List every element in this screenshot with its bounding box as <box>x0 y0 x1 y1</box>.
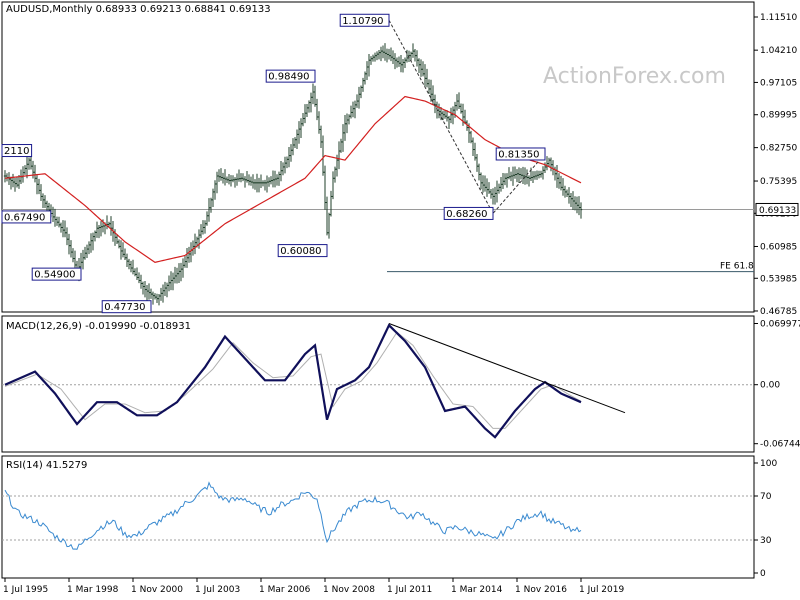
price-annotation-box <box>265 69 316 83</box>
price-annotation-box <box>495 147 546 161</box>
fe-level-label: FE 61.8 <box>720 262 754 272</box>
x-tick-label: 1 Nov 2008 <box>323 585 375 595</box>
macd-y-tick-label: -0.067448 <box>760 440 800 450</box>
price-y-tick-label: 0.53985 <box>760 274 797 284</box>
price-annotation: 0.60080 <box>277 244 328 258</box>
price-annotation-label: 0.98490 <box>268 72 309 83</box>
price-annotation-label: 0.47730 <box>104 302 145 313</box>
price-annotation-label: 2110 <box>4 146 29 157</box>
macd-y-tick-label: 0.00 <box>760 381 780 391</box>
current-price-badge <box>755 202 799 216</box>
macd-series-group <box>2 323 754 439</box>
watermark: ActionForex.com <box>543 64 726 89</box>
price-annotation: 0.54900 <box>31 267 82 281</box>
price-annotation: 0.81350 <box>495 147 546 161</box>
x-tick-label: 1 Jul 2011 <box>387 585 432 595</box>
x-tick-label: 1 Nov 2000 <box>131 585 183 595</box>
wave-dashed-line <box>388 20 546 215</box>
price-y-tick-label: 1.11510 <box>760 13 797 23</box>
rsi-y-tick-label: 100 <box>760 459 777 469</box>
price-annotation: 0.47730 <box>101 300 152 314</box>
price-panel <box>1 1 755 313</box>
macd-signal-line <box>4 331 582 429</box>
current-price-label: 0.69133 <box>759 206 796 216</box>
price-annotation-label: 0.54900 <box>34 270 75 281</box>
rsi-y-tick-label: 70 <box>760 492 772 502</box>
price-annotation: 0.68260 <box>443 206 494 220</box>
price-annotation-box <box>443 206 494 220</box>
price-annotation: 2110 <box>1 144 33 158</box>
price-annotation-label: 0.81350 <box>498 149 539 160</box>
price-y-tick-label: 0.60985 <box>760 242 797 252</box>
price-annotation: 0.98490 <box>265 69 316 83</box>
rsi-panel <box>1 455 755 579</box>
price-annotation-box <box>1 144 33 158</box>
x-tick-label: 1 Mar 1998 <box>67 585 119 595</box>
axes-group: 1.11510 1.04210 0.97105 0.89995 0.82750 0.753… <box>3 13 800 595</box>
x-tick-label: 1 Jul 2003 <box>195 585 240 595</box>
price-y-tick-label: 1.04210 <box>760 46 797 56</box>
price-annotation: 0.67490 <box>1 210 52 224</box>
macd-line <box>4 323 582 439</box>
price-annotation-label: 0.68260 <box>446 209 487 220</box>
x-tick-label: 1 Jul 1995 <box>3 585 48 595</box>
macd-label: MACD(12,26,9) -0.019990 -0.018931 <box>6 321 191 332</box>
price-series-group: FE 61.8 2110 0.67490 0.54900 0.47730 0.98490 0… <box>1 13 754 314</box>
price-annotation-box <box>1 210 52 224</box>
price-annotation-label: 1.10790 <box>342 16 383 27</box>
price-y-tick-label: 0.97105 <box>760 78 797 88</box>
price-annotation-box <box>101 300 152 314</box>
rsi-y-tick-label: 30 <box>760 536 772 546</box>
rsi-label: RSI(14) 41.5279 <box>6 460 87 471</box>
rsi-line <box>4 481 582 550</box>
rsi-series-group <box>2 481 754 550</box>
macd-y-tick-label: 0.069977 <box>760 319 800 329</box>
price-annotation-label: 0.67490 <box>4 212 45 223</box>
price-y-tick-label: 0.46785 <box>760 307 797 317</box>
price-y-tick-label: 0.82750 <box>760 144 797 154</box>
x-tick-label: 1 Nov 2016 <box>515 585 567 595</box>
price-annotation-box <box>277 244 328 258</box>
price-annotation-box <box>31 267 82 281</box>
price-annotation-label: 0.60080 <box>280 246 321 257</box>
price-annotation: 1.10790 <box>339 13 390 27</box>
x-tick-label: 1 Mar 2014 <box>451 585 503 595</box>
price-annotation-box <box>339 13 390 27</box>
symbol-header: AUDUSD,Monthly 0.68933 0.69213 0.68841 0… <box>6 4 271 15</box>
macd-trendline <box>388 323 626 414</box>
rsi-y-tick-label: 0 <box>760 569 766 579</box>
x-tick-label: 1 Mar 2006 <box>259 585 311 595</box>
price-y-tick-label: 0.89995 <box>760 111 797 121</box>
macd-panel <box>1 315 755 453</box>
moving-average-line <box>4 95 582 263</box>
ohlc-bar <box>579 202 583 219</box>
price-y-tick-label: 0.75395 <box>760 177 797 187</box>
x-tick-label: 1 Jul 2019 <box>579 585 624 595</box>
